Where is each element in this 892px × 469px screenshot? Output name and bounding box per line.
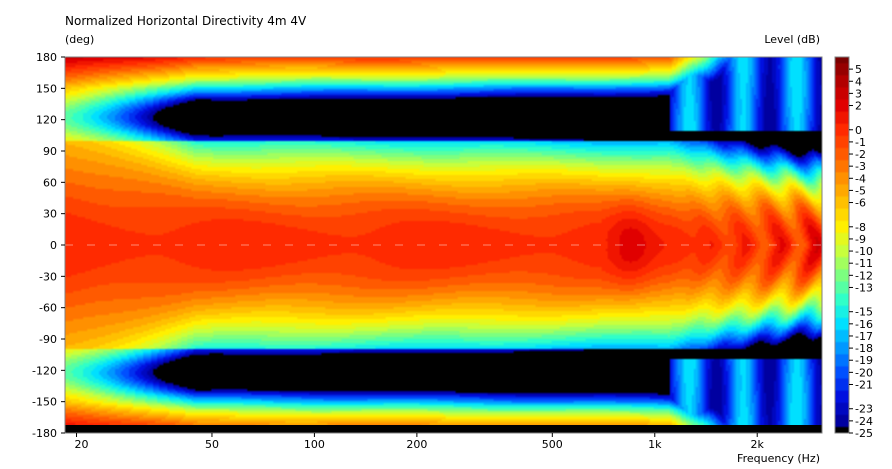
colorbar-tick-label: 2 — [855, 100, 862, 113]
colorbar-tick-label: -25 — [855, 427, 873, 440]
x-tick-label: 1k — [648, 438, 662, 451]
y-tick-label: 180 — [36, 51, 57, 64]
colorbar-tick-label: -1 — [855, 136, 866, 149]
colorbar-ticks: 54320-1-2-3-4-5-6-8-9-10-11-12-13-15-16-… — [849, 63, 873, 440]
colorbar-tick-label: -9 — [855, 233, 866, 246]
colorbar-tick-label: -6 — [855, 197, 866, 210]
colorbar-label: Level (dB) — [764, 33, 820, 46]
colorbar-tick-label: -21 — [855, 378, 873, 391]
colorbar-tick-label: 3 — [855, 87, 862, 100]
colorbar-tick-label: 4 — [855, 75, 862, 88]
colorbar-tick-label: -3 — [855, 160, 866, 173]
x-tick-label: 50 — [205, 438, 219, 451]
colorbar-tick-label: -11 — [855, 257, 873, 270]
colorbar-tick-label: -5 — [855, 184, 866, 197]
colorbar-tick-label: -2 — [855, 148, 866, 161]
x-tick-label: 100 — [304, 438, 325, 451]
heatmap-image — [65, 57, 822, 433]
y-tick-label: -90 — [39, 333, 57, 346]
y-tick-label: 150 — [36, 82, 57, 95]
colorbar-tick-label: -19 — [855, 354, 873, 367]
colorbar-tick-label: -23 — [855, 403, 873, 416]
colorbar-tick-label: -12 — [855, 269, 873, 282]
plot-area — [64, 56, 823, 434]
x-tick-label: 20 — [75, 438, 89, 451]
colorbar-tick-label: -4 — [855, 172, 866, 185]
colorbar-tick-label: -13 — [855, 281, 873, 294]
y-tick-label: 60 — [43, 176, 57, 189]
y-tick-label: 0 — [50, 239, 57, 252]
colorbar: 54320-1-2-3-4-5-6-8-9-10-11-12-13-15-16-… — [834, 56, 873, 440]
chart-title: Normalized Horizontal Directivity 4m 4V — [65, 14, 307, 28]
y-ticks: 180 150 120 90 60 30 0 -30 -60 -90 -120 -150 -180 — [32, 51, 65, 440]
x-tick-label: 200 — [406, 438, 427, 451]
colorbar-tick-label: 0 — [855, 124, 862, 137]
colorbar-image — [835, 57, 849, 433]
y-tick-label: 30 — [43, 208, 57, 221]
y-tick-label: -150 — [32, 396, 57, 409]
colorbar-tick-label: 5 — [855, 63, 862, 76]
y-tick-label: 120 — [36, 114, 57, 127]
x-tick-label: 500 — [542, 438, 563, 451]
colorbar-tick-label: -17 — [855, 330, 873, 343]
colorbar-tick-label: -15 — [855, 306, 873, 319]
x-axis-label: Frequency (Hz) — [737, 452, 820, 465]
y-axis-label: (deg) — [65, 33, 94, 46]
colorbar-tick-label: -18 — [855, 342, 873, 355]
y-tick-label: 90 — [43, 145, 57, 158]
colorbar-tick-label: -8 — [855, 221, 866, 234]
colorbar-border — [834, 56, 850, 434]
y-tick-label: -120 — [32, 364, 57, 377]
colorbar-tick-label: -10 — [855, 245, 873, 258]
colorbar-tick-label: -20 — [855, 366, 873, 379]
colorbar-tick-label: -16 — [855, 318, 873, 331]
bottom-black-band — [65, 425, 822, 433]
y-tick-label: -180 — [32, 427, 57, 440]
y-tick-label: -60 — [39, 302, 57, 315]
x-tick-label: 2k — [751, 438, 765, 451]
colorbar-tick-label: -24 — [855, 415, 873, 428]
x-ticks: 20 50 100 200 500 1k 2k — [75, 433, 765, 451]
y-tick-label: -30 — [39, 270, 57, 283]
